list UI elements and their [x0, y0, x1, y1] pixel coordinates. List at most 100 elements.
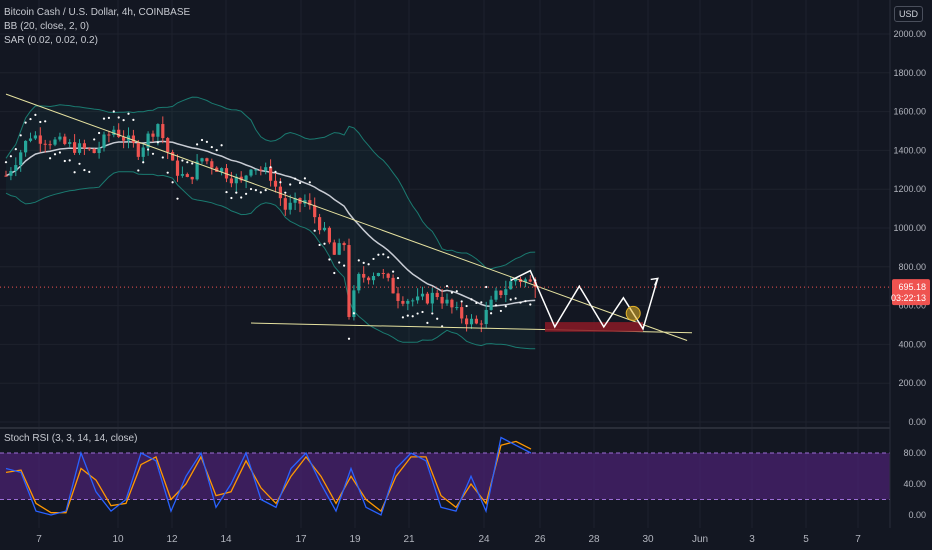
- candle-body: [210, 161, 214, 168]
- candle-body: [229, 178, 233, 184]
- x-tick-label: 7: [855, 534, 861, 545]
- candle-body: [38, 135, 42, 144]
- candle-body: [425, 293, 429, 304]
- y-tick-label: 1000.00: [893, 223, 926, 233]
- candle-body: [401, 300, 405, 304]
- sar-dot: [401, 316, 404, 319]
- sar-dot: [465, 304, 468, 308]
- x-tick-label: 28: [588, 534, 600, 545]
- y-tick-label: 0.00: [908, 417, 926, 427]
- sar-dot: [357, 259, 360, 262]
- sar-dot: [132, 118, 135, 121]
- sar-dot: [338, 261, 341, 264]
- sar-dot: [166, 171, 169, 174]
- drawings: [0, 93, 890, 341]
- sar-dot: [254, 189, 257, 192]
- projection-path: [510, 269, 659, 331]
- sar-dot: [524, 300, 527, 303]
- sar-dot: [142, 161, 145, 164]
- x-tick-label: 26: [534, 534, 546, 545]
- candle-body: [82, 143, 86, 149]
- sar-dot: [73, 171, 76, 174]
- sar-dot: [411, 315, 414, 318]
- candle-body: [9, 170, 13, 176]
- candle-body: [156, 124, 160, 137]
- candle-body: [68, 142, 72, 144]
- candle-body: [420, 293, 425, 297]
- sar-dot: [470, 298, 473, 301]
- candle-body: [107, 134, 111, 136]
- y-tick-label: 1800.00: [893, 68, 926, 78]
- candle-body: [269, 167, 273, 181]
- candle-body: [244, 175, 248, 181]
- sar-dot: [245, 192, 248, 195]
- candle-body: [87, 148, 91, 150]
- candle-body: [313, 205, 317, 218]
- symbol-label[interactable]: Bitcoin Cash / U.S. Dollar, 4h, COINBASE: [4, 7, 191, 18]
- sar-dot: [161, 156, 164, 159]
- sar-dot: [176, 197, 179, 200]
- candle-body: [63, 136, 67, 144]
- sar-dot: [34, 113, 37, 116]
- sar-dot: [460, 300, 463, 303]
- candle-body: [259, 169, 263, 171]
- sar-dot: [308, 181, 311, 184]
- candle-body: [77, 143, 82, 153]
- currency-button[interactable]: USD: [893, 6, 923, 22]
- candle-body: [283, 198, 287, 210]
- candle-body: [73, 142, 77, 153]
- sar-label[interactable]: SAR (0.02, 0.02, 0.2): [4, 35, 98, 46]
- sar-dot: [210, 145, 213, 149]
- sar-dot: [274, 170, 277, 173]
- candle-body: [146, 133, 150, 148]
- candle-body: [185, 174, 189, 177]
- candle-body: [337, 243, 341, 255]
- sar-dot: [396, 276, 400, 280]
- candle-body: [195, 161, 199, 180]
- sar-dot: [431, 312, 434, 315]
- candle-body: [234, 176, 238, 184]
- sar-dot: [509, 298, 512, 301]
- candle-body: [362, 273, 366, 278]
- candle-body: [33, 135, 37, 139]
- sar-dot: [328, 258, 331, 261]
- x-tick-label: Jun: [692, 534, 708, 545]
- sar-dot: [362, 261, 365, 264]
- sar-dot: [147, 148, 150, 151]
- sar-dot: [303, 177, 306, 180]
- candle-body: [416, 296, 420, 301]
- candle-body: [435, 292, 439, 298]
- sar-dot: [504, 305, 507, 308]
- candle-body: [249, 169, 253, 176]
- candle-body: [151, 133, 155, 137]
- stoch-rsi-label[interactable]: Stoch RSI (3, 3, 14, 14, close): [4, 433, 138, 444]
- candle-body: [122, 136, 126, 141]
- sar-dot: [63, 159, 66, 163]
- sar-dot: [445, 285, 449, 288]
- candle-body: [504, 289, 508, 296]
- candle-body: [112, 129, 116, 135]
- sar-dot: [68, 159, 71, 162]
- candle-body: [58, 136, 62, 140]
- sar-dot: [490, 312, 493, 315]
- sar-dot: [205, 140, 208, 143]
- candle-body: [97, 147, 101, 154]
- candle-body: [224, 168, 229, 179]
- x-tick-label: 7: [36, 534, 42, 545]
- x-tick-label: 21: [403, 534, 415, 545]
- sar-dot: [294, 177, 297, 180]
- candle-body: [166, 138, 170, 153]
- sar-dot: [347, 337, 351, 340]
- sar-dot: [4, 161, 8, 164]
- upper-trendline: [5, 93, 688, 341]
- sar-dot: [93, 138, 96, 141]
- candle-body: [264, 167, 268, 171]
- sar-dot: [127, 112, 130, 115]
- sar-dot: [514, 297, 517, 300]
- sar-dot: [377, 253, 380, 256]
- projection-arrowhead: [650, 277, 659, 286]
- sar-dot: [298, 181, 302, 185]
- bb-label[interactable]: BB (20, close, 2, 0): [4, 21, 90, 32]
- sar-dot: [264, 188, 267, 192]
